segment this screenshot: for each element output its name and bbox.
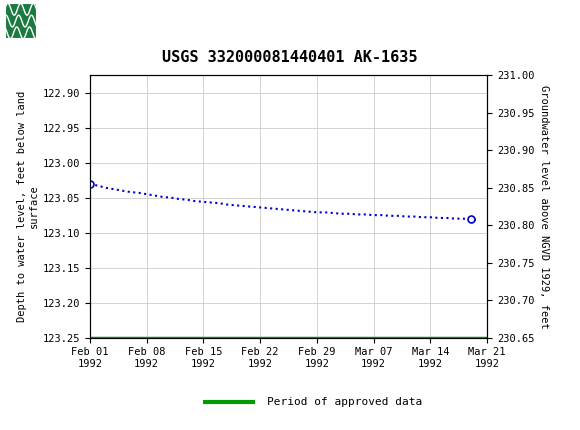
Text: USGS 332000081440401 AK-1635: USGS 332000081440401 AK-1635 [162, 49, 418, 64]
Bar [5, 3, 37, 39]
Y-axis label: Groundwater level above NGVD 1929, feet: Groundwater level above NGVD 1929, feet [539, 85, 549, 328]
Text: USGS: USGS [44, 12, 99, 30]
Text: Period of approved data: Period of approved data [267, 397, 422, 407]
Y-axis label: Depth to water level, feet below land
surface: Depth to water level, feet below land su… [17, 91, 38, 322]
